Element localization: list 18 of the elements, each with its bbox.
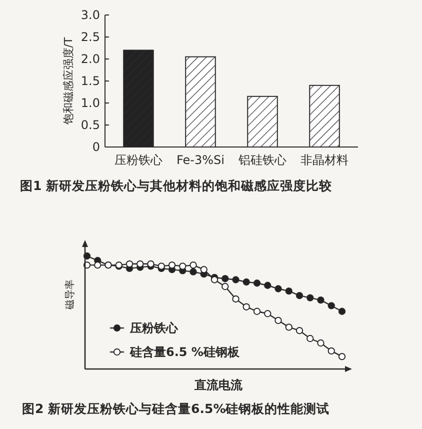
y-tick-label: 2.5 bbox=[80, 30, 100, 44]
x-tick-label: 铝硅铁心 bbox=[238, 153, 287, 167]
y-tick-label: 3.0 bbox=[80, 8, 100, 22]
x-tick-label: 非晶材料 bbox=[300, 153, 349, 167]
legend-label: 硅含量6.5 %硅钢板 bbox=[129, 345, 240, 360]
y-axis-title: 磁导率 bbox=[64, 280, 76, 310]
y-tick-label: 1.5 bbox=[80, 74, 100, 88]
y-tick-label: 0 bbox=[92, 140, 100, 154]
y-tick-label: 2.0 bbox=[80, 52, 100, 66]
y-tick-label: 0.5 bbox=[80, 118, 100, 132]
text: 图1 新研发压粉铁心与其他材料的饱和磁感应强度比较 bbox=[20, 178, 334, 193]
y-tick-label: 1.0 bbox=[80, 96, 100, 110]
x-axis-title: 直流电流 bbox=[194, 378, 244, 392]
legend-label: 压粉铁心 bbox=[129, 321, 179, 336]
y-axis-title: 饱和磁感应强度/T bbox=[62, 37, 75, 126]
x-tick-label: 压粉铁心 bbox=[114, 153, 162, 167]
x-tick-label: Fe-3%Si bbox=[176, 153, 224, 167]
text: 图2 新研发压粉铁心与硅含量6.5%硅钢板的性能测试 bbox=[22, 401, 330, 416]
